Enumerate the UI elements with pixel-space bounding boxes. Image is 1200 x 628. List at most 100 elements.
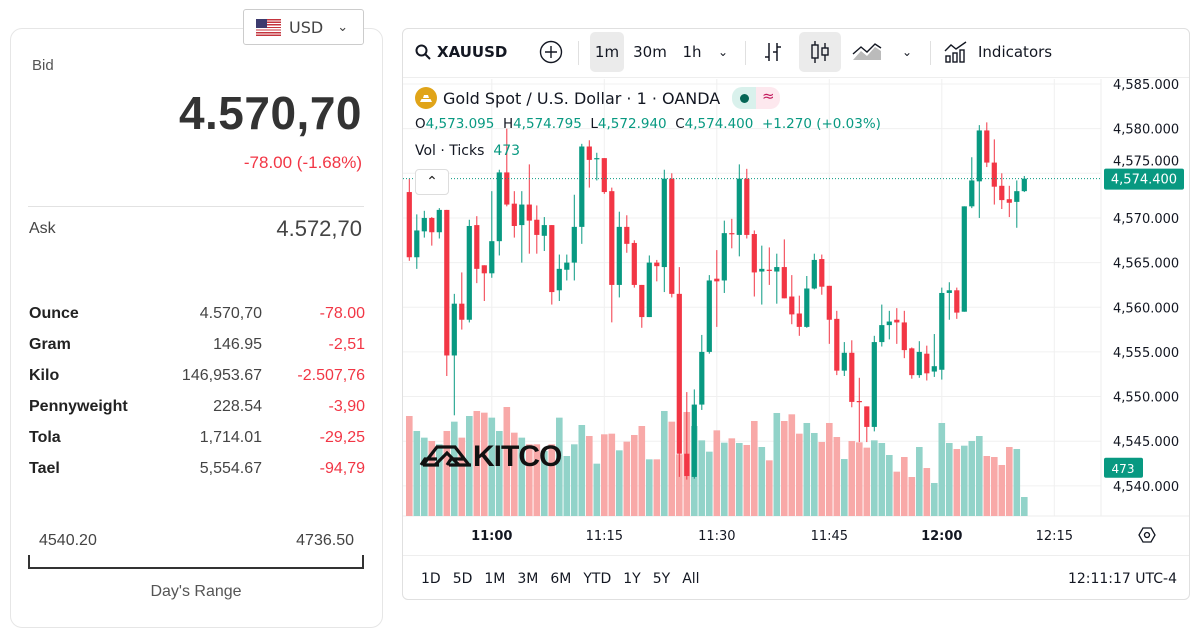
volume-bar xyxy=(623,441,631,516)
range-5d[interactable]: 5D xyxy=(452,570,473,587)
candle-body xyxy=(879,325,885,343)
bid-price: 4.570,70 xyxy=(178,87,362,139)
table-row: Ounce 4.570,70 -78.00 xyxy=(29,298,365,329)
volume-bar xyxy=(848,440,856,516)
interval-30m[interactable]: 30m xyxy=(633,43,667,61)
range-5y[interactable]: 5Y xyxy=(652,570,671,587)
volume-bar xyxy=(1006,447,1013,516)
candle-body xyxy=(804,288,810,327)
clock[interactable]: 12:11:17 UTC-4 xyxy=(1067,570,1177,587)
volume-bar xyxy=(616,450,623,516)
volume-bar xyxy=(871,440,878,516)
search-icon xyxy=(415,44,431,60)
candle-body xyxy=(579,146,585,227)
area-chart-type-icon[interactable] xyxy=(851,29,883,75)
price-chart[interactable]: 4,585.000 4,580.000 4,575.000 4,570.000 4,56… xyxy=(402,28,1190,600)
volume-bar xyxy=(481,412,488,516)
candle-body xyxy=(481,265,487,274)
y-tick-label: 4,540.000 xyxy=(1113,480,1179,495)
range-1y[interactable]: 1Y xyxy=(623,570,641,587)
interval-dropdown-chevron-icon[interactable]: ⌄ xyxy=(717,45,729,59)
candle-body xyxy=(834,318,840,371)
chart-canvas[interactable]: 4,585.000 4,580.000 4,575.000 4,570.000 4,56… xyxy=(403,29,1190,600)
volume-bar xyxy=(473,410,481,516)
bid-label: Bid xyxy=(32,57,54,74)
volume-bar xyxy=(863,447,871,516)
bars-chart-type-icon[interactable] xyxy=(759,29,787,75)
candle-body xyxy=(669,178,675,294)
indicators-button[interactable]: Indicators xyxy=(944,29,1052,75)
range-6m[interactable]: 6M xyxy=(550,570,572,587)
candle-body xyxy=(811,259,817,289)
volume-bar xyxy=(526,444,533,516)
volume-bar xyxy=(833,437,841,516)
chart-type-chevron-icon[interactable]: ⌄ xyxy=(901,45,913,59)
volume-bar xyxy=(608,433,616,516)
compare-add-button[interactable] xyxy=(538,29,564,75)
volume-bar xyxy=(443,430,451,516)
settings-icon[interactable] xyxy=(1138,527,1156,543)
volume-bar xyxy=(781,420,788,516)
x-tick-label: 11:30 xyxy=(698,529,735,544)
range-1d[interactable]: 1D xyxy=(421,570,441,587)
candle-body xyxy=(526,204,532,221)
range-all[interactable]: All xyxy=(682,570,700,587)
volume-bar xyxy=(556,417,563,516)
volume-bar xyxy=(638,426,646,516)
day-range-label: Day's Range xyxy=(150,583,242,600)
y-tick-label: 4,545.000 xyxy=(1113,435,1179,450)
volume-bar xyxy=(631,434,638,516)
symbol-search[interactable]: XAUUSD xyxy=(415,29,507,75)
volume-value: 473 xyxy=(493,143,521,159)
volume-bar xyxy=(743,444,751,516)
volume-bar xyxy=(698,440,706,516)
volume-bar xyxy=(676,454,683,516)
candle-body xyxy=(774,267,780,272)
unit-change: -3,90 xyxy=(328,397,365,415)
candle-body xyxy=(429,217,435,233)
candle-body xyxy=(924,353,930,374)
currency-select[interactable]: USD ⌄ xyxy=(243,9,364,45)
candle-body xyxy=(631,242,637,285)
interval-1m[interactable]: 1m xyxy=(590,32,624,72)
ohlc-readout: O4,573.095 H4,574.795 L4,572.940 C4,574.… xyxy=(415,116,881,132)
volume-bar xyxy=(488,417,496,516)
chevron-down-icon: ⌄ xyxy=(337,19,349,35)
volume-bar xyxy=(428,440,436,516)
table-row: Tael 5,554.67 -94,79 xyxy=(29,453,365,484)
x-tick-label: 11:15 xyxy=(586,529,623,544)
unit-price: 4.570,70 xyxy=(199,304,262,322)
volume-bar xyxy=(908,477,916,516)
volume-bar xyxy=(878,442,886,516)
last-volume-badge xyxy=(1104,457,1143,478)
candle-body xyxy=(939,292,945,370)
volume-bar xyxy=(736,442,743,516)
settings-hexagon xyxy=(1138,527,1156,543)
volume-bar xyxy=(548,444,556,516)
y-tick-label: 4,565.000 xyxy=(1113,257,1179,272)
volume-bar xyxy=(586,436,593,516)
unit-price: 146,953.67 xyxy=(181,366,262,384)
volume-bar xyxy=(653,459,661,516)
volume-bar xyxy=(496,430,503,516)
volume-bar xyxy=(796,433,803,516)
divider xyxy=(745,41,746,65)
last-price-label: 4,574.400 xyxy=(1111,173,1177,188)
volume-bar xyxy=(1013,449,1021,516)
range-3m[interactable]: 3M xyxy=(517,570,539,587)
candle-body xyxy=(549,225,555,293)
interval-1h[interactable]: 1h xyxy=(682,43,702,61)
candles-chart-type-icon[interactable] xyxy=(799,32,841,72)
volume-bar xyxy=(563,456,571,516)
unit-name: Kilo xyxy=(29,366,60,384)
collapse-legend-button[interactable]: ⌃ xyxy=(415,169,449,195)
volume-bar xyxy=(721,442,728,516)
range-1m[interactable]: 1M xyxy=(484,570,506,587)
range-ytd[interactable]: YTD xyxy=(583,570,612,587)
unit-name: Pennyweight xyxy=(29,397,128,415)
volume-bar xyxy=(961,445,968,516)
volume-bar xyxy=(811,432,818,516)
market-status[interactable]: ≈ xyxy=(732,87,781,109)
volume-bar xyxy=(511,432,518,516)
volume-bar xyxy=(826,422,833,516)
